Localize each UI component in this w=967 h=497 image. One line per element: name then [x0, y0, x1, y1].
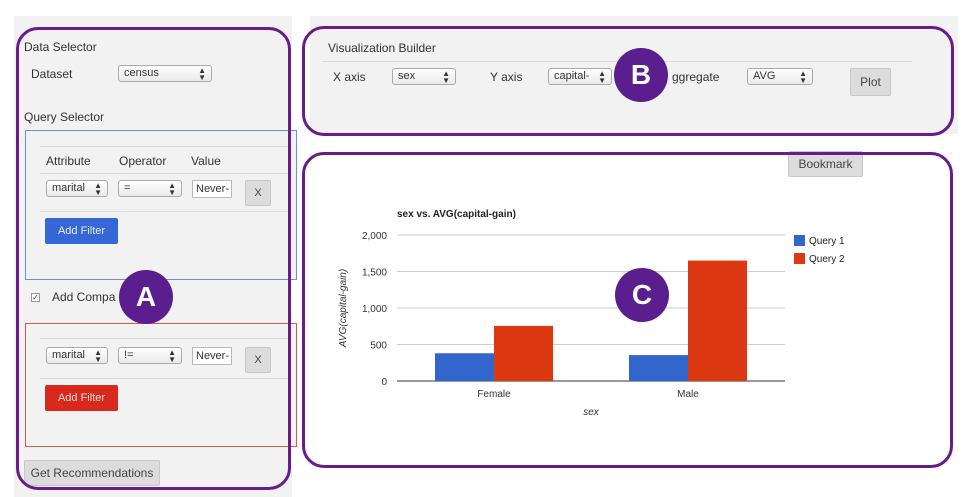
query1-operator-value: =: [124, 182, 131, 194]
divider: [40, 211, 290, 212]
divider: [40, 173, 290, 174]
add-comparison-checkbox[interactable]: ✓: [31, 293, 40, 302]
value-header: Value: [191, 154, 221, 168]
y-axis-value: capital-: [554, 70, 590, 82]
select-arrows-icon: ▲ ▼: [598, 69, 606, 85]
query1-operator-select[interactable]: = ▲ ▼: [118, 180, 182, 197]
query2-add-filter-button[interactable]: Add Filter: [45, 385, 118, 411]
legend-swatch: [794, 235, 805, 246]
y-axis-label: Y axis: [490, 70, 523, 84]
bar-query-1-female: [435, 353, 494, 381]
y-tick-label: 1,500: [362, 268, 387, 279]
query1-attribute-select[interactable]: marital ▲ ▼: [46, 180, 108, 197]
divider: [40, 338, 290, 339]
badge-c: C: [615, 268, 669, 322]
y-tick-label: 0: [381, 377, 387, 388]
select-arrows-icon: ▲ ▼: [799, 69, 807, 85]
select-arrows-icon: ▲ ▼: [168, 181, 176, 197]
legend-swatch: [794, 253, 805, 264]
operator-header: Operator: [119, 154, 167, 168]
add-comparison-label: Add Compa: [52, 290, 116, 304]
aggregate-label: ggregate: [672, 70, 720, 84]
attribute-header: Attribute: [46, 154, 91, 168]
divider: [40, 378, 290, 379]
select-arrows-icon: ▲ ▼: [198, 66, 206, 82]
plot-button[interactable]: Plot: [850, 68, 891, 96]
query2-operator-select[interactable]: != ▲ ▼: [118, 347, 182, 364]
badge-a: A: [119, 270, 173, 324]
query1-value-input[interactable]: Never-: [192, 180, 232, 198]
query2-operator-value: !=: [124, 349, 134, 361]
select-arrows-icon: ▲ ▼: [94, 181, 102, 197]
x-axis-value: sex: [398, 70, 416, 82]
dataset-label: Dataset: [31, 67, 73, 81]
query2-attribute-value: marital: [52, 349, 86, 361]
query-selector-title: Query Selector: [24, 110, 105, 124]
select-arrows-icon: ▲ ▼: [168, 348, 176, 364]
query2-attribute-select[interactable]: marital ▲ ▼: [46, 347, 108, 364]
query1-attribute-value: marital: [52, 182, 86, 194]
aggregate-select[interactable]: AVG ▲ ▼: [747, 68, 813, 85]
get-recommendations-button[interactable]: Get Recommendations: [24, 460, 160, 486]
bar-query-2-female: [494, 325, 553, 381]
aggregate-value: AVG: [753, 70, 776, 82]
query1-remove-button[interactable]: X: [245, 180, 271, 206]
y-axis-label: AVG(capital-gain): [338, 269, 349, 348]
x-axis-label: sex: [583, 407, 600, 418]
chart-title: sex vs. AVG(capital-gain): [397, 209, 516, 220]
dataset-select-value: census: [124, 67, 159, 79]
y-tick-label: 500: [370, 341, 387, 352]
bar-query-2-male: [688, 260, 747, 381]
query2-value-input[interactable]: Never-: [192, 347, 232, 365]
select-arrows-icon: ▲ ▼: [94, 348, 102, 364]
legend-label: Query 2: [809, 254, 845, 265]
visualization-builder-title: Visualization Builder: [328, 41, 436, 55]
bar-chart: sex vs. AVG(capital-gain) 0 500 1,000 1,500 2…: [338, 209, 845, 418]
y-axis-select[interactable]: capital- ▲ ▼: [548, 68, 612, 85]
legend-label: Query 1: [809, 236, 845, 247]
x-tick-label: Male: [677, 389, 699, 400]
x-tick-label: Female: [477, 389, 511, 400]
badge-b: B: [614, 48, 668, 102]
dataset-select[interactable]: census ▲ ▼: [118, 65, 212, 82]
y-tick-label: 2,000: [362, 231, 387, 242]
divider: [40, 146, 290, 147]
x-axis-label: X axis: [333, 70, 366, 84]
select-arrows-icon: ▲ ▼: [442, 69, 450, 85]
x-axis-select[interactable]: sex ▲ ▼: [392, 68, 456, 85]
bookmark-button[interactable]: Bookmark: [788, 151, 863, 177]
y-tick-label: 1,000: [362, 304, 387, 315]
query2-remove-button[interactable]: X: [245, 347, 271, 373]
query1-add-filter-button[interactable]: Add Filter: [45, 218, 118, 244]
data-selector-title: Data Selector: [24, 40, 97, 54]
bar-query-1-male: [629, 355, 688, 381]
